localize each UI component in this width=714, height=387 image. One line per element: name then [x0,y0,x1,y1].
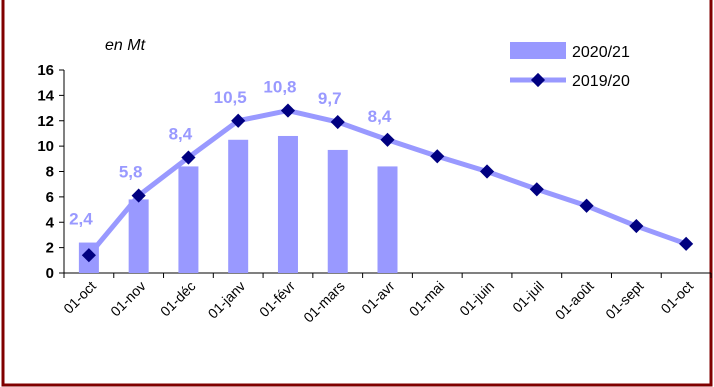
line-point [330,114,345,130]
x-tick-label: 01-oct [60,278,99,317]
y-tick-label: 8 [46,164,54,181]
legend-marker-2019-20 [530,72,546,88]
x-tick-label: 01-juil [509,278,547,316]
y-tick-label: 2 [46,240,54,257]
line-point [181,150,196,165]
x-tick-label: 01-mars [300,278,348,326]
x-axis: 01-oct 01-nov 01-déc 01-janv 01-févr 01-mars 0… [60,272,712,326]
bar [228,139,249,273]
x-tick-label: 01-sept [602,278,646,322]
x-tick-label: 01-mai [406,278,448,320]
legend-swatch-2020-21 [510,42,566,59]
x-tick-label: 01-janv [205,278,249,322]
bar [128,199,149,273]
y-tick-label: 14 [37,87,54,104]
x-tick-label: 01-avr [358,278,398,318]
y-tick-label: 10 [37,138,54,155]
line-point [479,164,495,179]
line-point [131,188,146,203]
data-labels: 2,4 5,8 8,4 10,5 10,8 9,7 8,4 [69,78,392,229]
line-point [280,103,296,118]
line-point [529,182,544,197]
data-label: 8,4 [368,107,392,126]
bar [178,166,199,273]
x-tick-label: 01-déc [157,278,199,320]
x-tick-label: 01-févr [256,278,298,320]
line-point [679,236,694,251]
data-label: 8,4 [169,125,193,144]
x-tick-label: 01-nov [107,278,149,320]
legend-label-2020-21: 2020/21 [572,44,630,61]
x-tick-label: 01-août [552,278,597,323]
y-axis: 0 2 4 6 8 10 12 14 16 [37,62,65,282]
y-tick-label: 16 [37,62,54,79]
data-label: 2,4 [69,210,93,229]
bar [327,149,348,273]
unit-label: en Mt [105,37,146,54]
line-series-2019-20 [81,103,694,263]
bar-series-2020-21 [78,135,398,273]
line-point [380,132,395,147]
line-point [629,218,644,234]
line-point [579,198,594,213]
bar [277,135,298,273]
legend: 2020/21 2019/20 [510,42,630,90]
bar [377,166,398,273]
x-tick-label: 01-oct [657,278,696,317]
y-tick-label: 0 [46,265,54,282]
x-tick-label: 01-juin [456,278,497,319]
data-label: 5,8 [119,163,143,182]
data-label: 10,8 [263,78,296,97]
data-label: 10,5 [214,88,247,107]
line-point [430,149,445,164]
y-tick-label: 4 [46,214,55,231]
y-tick-label: 6 [46,189,54,206]
legend-label-2019-20: 2019/20 [572,73,630,90]
y-tick-label: 12 [37,113,54,130]
data-label: 9,7 [318,89,342,108]
